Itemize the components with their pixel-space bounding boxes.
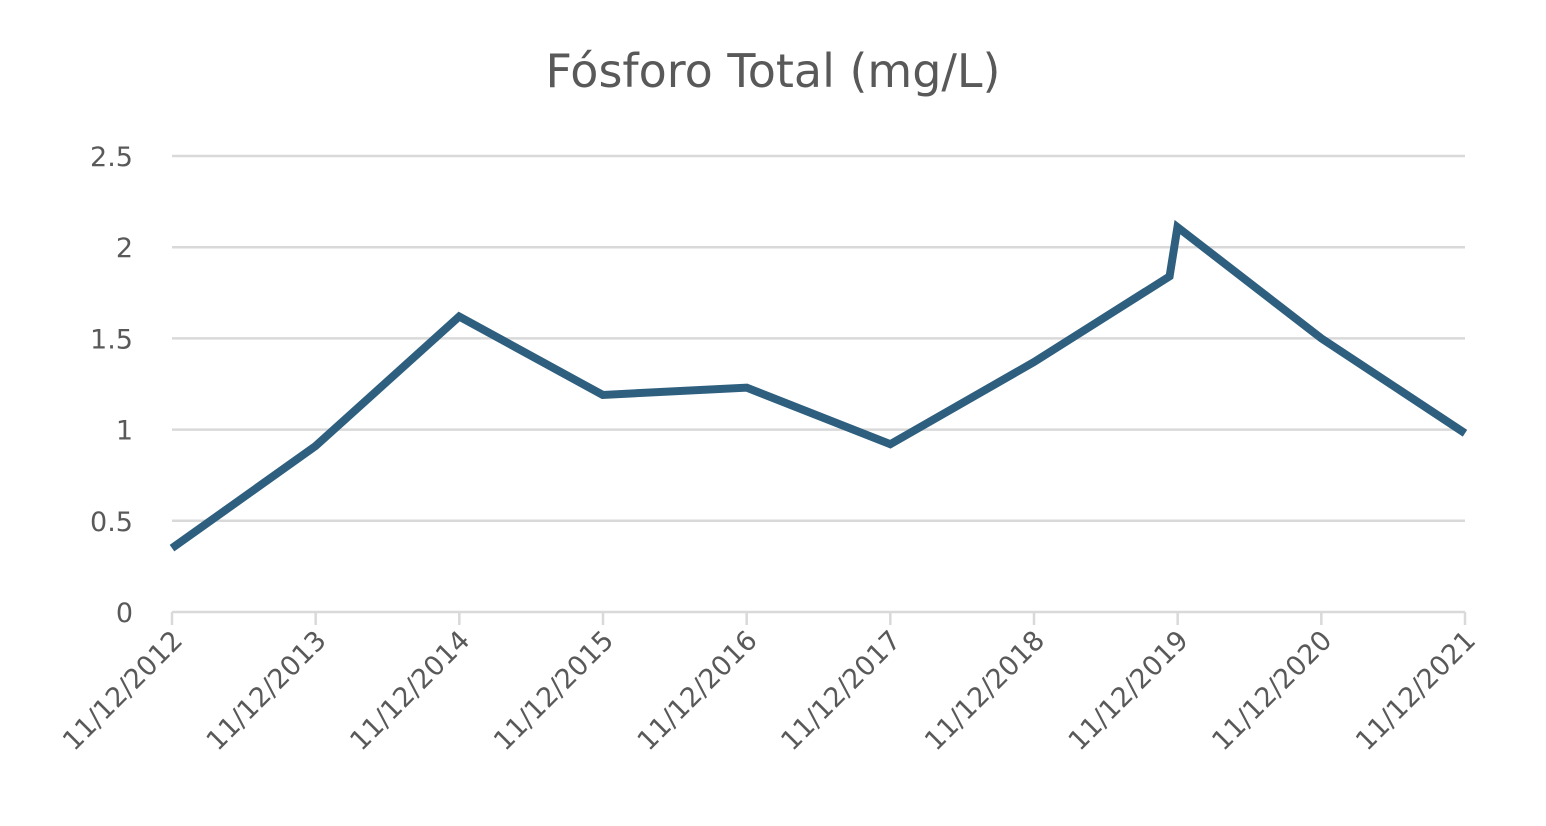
x-tick-label: 11/12/2020 — [1206, 625, 1338, 757]
y-tick-label: 1 — [116, 416, 133, 447]
gridlines — [172, 154, 1465, 523]
y-tick-label: 2.5 — [90, 142, 133, 173]
y-axis-labels: 0 0.5 1 1.5 2 2.5 — [90, 142, 133, 629]
y-tick-label: 0.5 — [90, 507, 133, 538]
x-tick-label: 11/12/2019 — [1063, 625, 1195, 757]
x-axis — [170, 610, 1467, 625]
x-tick-label: 11/12/2017 — [775, 625, 907, 757]
x-tick-label: 11/12/2021 — [1350, 625, 1482, 757]
x-axis-labels: 11/12/2012 11/12/2013 11/12/2014 11/12/2015… — [57, 625, 1482, 757]
x-tick-label: 11/12/2013 — [201, 625, 333, 757]
y-tick-label: 0 — [116, 598, 133, 629]
series-line — [169, 219, 1468, 552]
x-tick-label: 11/12/2012 — [57, 625, 189, 757]
y-tick-label: 1.5 — [90, 324, 133, 355]
x-tick-label: 11/12/2015 — [488, 625, 620, 757]
x-tick-label: 11/12/2016 — [632, 625, 764, 757]
y-tick-label: 2 — [116, 233, 133, 264]
series-layer — [169, 219, 1468, 552]
chart-title: Fósforo Total (mg/L) — [545, 44, 1000, 98]
x-tick-label: 11/12/2018 — [919, 625, 1051, 757]
x-tick-label: 11/12/2014 — [344, 625, 476, 757]
